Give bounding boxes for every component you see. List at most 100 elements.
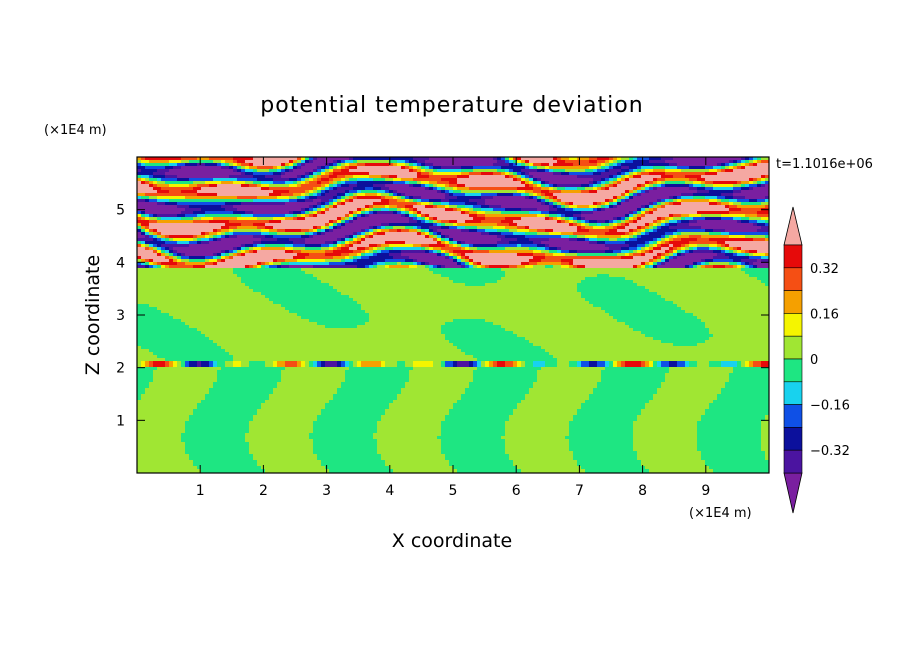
contour-cell: [593, 193, 598, 197]
contour-cell: [501, 184, 506, 188]
contour-cell: [201, 202, 206, 206]
contour-cell: [485, 169, 490, 173]
contour-cell: [365, 220, 370, 224]
contour-cell: [621, 196, 626, 200]
contour-cell: [153, 196, 158, 200]
contour-cell: [201, 175, 206, 179]
contour-cell: [321, 190, 326, 194]
contour-cell: [265, 184, 270, 188]
contour-cell: [605, 211, 610, 215]
contour-cell: [417, 217, 422, 221]
contour-cell: [449, 196, 454, 200]
contour-cell: [341, 211, 346, 215]
contour-cell: [249, 187, 254, 191]
contour-cell: [709, 241, 714, 245]
contour-cell: [281, 244, 286, 248]
contour-cell: [585, 208, 590, 212]
contour-cell: [317, 211, 322, 215]
contour-cell: [485, 223, 490, 227]
contour-cell: [405, 217, 410, 221]
contour-cell: [565, 229, 570, 233]
contour-cell: [393, 214, 398, 218]
contour-cell: [237, 175, 242, 179]
contour-cell: [677, 163, 682, 167]
contour-cell: [757, 229, 762, 233]
contour-cell: [301, 166, 306, 170]
contour-cell: [381, 184, 386, 188]
contour-cell: [509, 235, 514, 239]
contour-cell: [341, 160, 346, 164]
contour-cell: [625, 196, 630, 200]
contour-cell: [321, 187, 326, 191]
contour-cell: [437, 184, 442, 188]
contour-cell: [201, 250, 206, 254]
contour-cell: [377, 244, 382, 248]
contour-cell: [397, 157, 402, 161]
contour-cell: [577, 169, 582, 173]
contour-cell: [589, 241, 594, 245]
contour-cell: [677, 157, 682, 161]
contour-cell: [601, 193, 606, 197]
contour-cell: [233, 211, 238, 215]
contour-cell: [497, 223, 502, 227]
contour-cell: [173, 220, 178, 224]
contour-cell: [217, 244, 222, 248]
contour-cell: [409, 196, 414, 200]
contour-cell: [309, 193, 314, 197]
contour-cell: [469, 217, 474, 221]
contour-cell: [473, 247, 478, 251]
contour-cell: [261, 181, 266, 185]
contour-cell: [273, 232, 278, 236]
contour-cell: [581, 163, 586, 167]
contour-cell: [629, 232, 634, 236]
contour-cell: [413, 238, 418, 242]
contour-cell: [445, 241, 450, 245]
contour-cell: [573, 187, 578, 191]
contour-cell: [473, 223, 478, 227]
contour-cell: [457, 184, 462, 188]
contour-cell: [417, 160, 422, 164]
contour-cell: [333, 226, 338, 230]
contour-cell: [385, 181, 390, 185]
contour-cell: [309, 160, 314, 164]
contour-cell: [477, 172, 482, 176]
contour-cell: [289, 202, 294, 206]
contour-cell: [533, 163, 538, 167]
contour-cell: [685, 163, 690, 167]
contour-cell: [537, 247, 542, 251]
contour-cell: [405, 187, 410, 191]
contour-cell: [253, 160, 258, 164]
contour-cell: [765, 235, 769, 239]
contour-cell: [193, 220, 198, 224]
contour-cell: [509, 190, 514, 194]
contour-cell: [649, 232, 654, 236]
contour-cell: [337, 247, 342, 251]
contour-cell: [541, 163, 546, 167]
contour-cell: [717, 175, 722, 179]
contour-cell: [497, 235, 502, 239]
contour-cell: [741, 226, 746, 230]
contour-cell: [601, 214, 606, 218]
contour-cell: [413, 181, 418, 185]
contour-cell: [225, 166, 230, 170]
contour-cell: [673, 238, 678, 242]
contour-cell: [625, 217, 630, 221]
contour-cell: [277, 166, 282, 170]
contour-cell: [529, 193, 534, 197]
contour-cell: [149, 217, 154, 221]
contour-cell: [321, 157, 326, 161]
contour-cell: [689, 205, 694, 209]
contour-cell: [241, 238, 246, 242]
contour-cell: [153, 241, 158, 245]
contour-cell: [525, 217, 530, 221]
contour-cell: [397, 169, 402, 173]
contour-cell: [501, 211, 506, 215]
contour-cell: [313, 169, 318, 173]
contour-cell: [609, 214, 614, 218]
contour-cell: [461, 187, 466, 191]
contour-cell: [385, 193, 390, 197]
contour-cell: [681, 208, 686, 212]
contour-cell: [701, 208, 706, 212]
contour-cell: [217, 217, 222, 221]
contour-cell: [361, 226, 366, 230]
